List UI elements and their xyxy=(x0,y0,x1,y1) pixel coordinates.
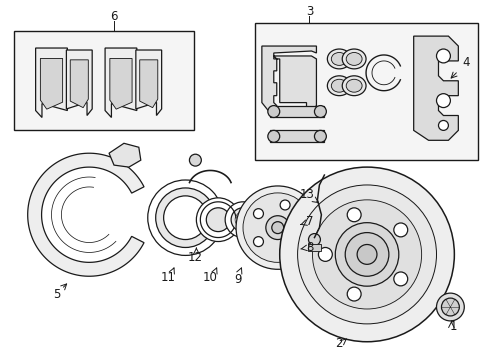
Circle shape xyxy=(290,252,304,266)
Circle shape xyxy=(441,298,458,316)
Text: 11: 11 xyxy=(161,271,176,284)
Circle shape xyxy=(147,180,223,255)
Text: 3: 3 xyxy=(305,5,312,18)
Text: 6: 6 xyxy=(110,10,118,23)
Polygon shape xyxy=(140,60,158,108)
Polygon shape xyxy=(136,50,162,116)
Text: 1: 1 xyxy=(448,320,456,333)
Polygon shape xyxy=(28,153,144,276)
Circle shape xyxy=(279,167,453,342)
Polygon shape xyxy=(413,36,457,140)
Circle shape xyxy=(335,223,398,286)
Text: 8: 8 xyxy=(305,241,312,254)
Circle shape xyxy=(253,237,263,247)
Circle shape xyxy=(438,121,447,130)
Circle shape xyxy=(345,233,388,276)
Circle shape xyxy=(318,247,332,261)
Circle shape xyxy=(163,196,207,239)
Text: 13: 13 xyxy=(300,188,314,201)
Circle shape xyxy=(193,199,207,213)
Text: 7: 7 xyxy=(305,215,313,228)
Circle shape xyxy=(296,223,306,233)
Circle shape xyxy=(196,198,240,242)
Circle shape xyxy=(253,209,263,219)
Text: 12: 12 xyxy=(187,251,203,264)
Ellipse shape xyxy=(331,53,346,66)
Circle shape xyxy=(297,185,436,324)
Circle shape xyxy=(189,154,201,166)
Circle shape xyxy=(346,208,360,222)
Ellipse shape xyxy=(326,76,350,96)
Bar xyxy=(269,130,324,142)
Ellipse shape xyxy=(342,76,366,96)
Bar xyxy=(307,243,321,251)
Polygon shape xyxy=(41,58,62,109)
Text: 2: 2 xyxy=(335,337,342,350)
Circle shape xyxy=(356,244,376,264)
Bar xyxy=(293,265,302,277)
Circle shape xyxy=(231,208,254,231)
Ellipse shape xyxy=(331,79,346,92)
Text: 10: 10 xyxy=(203,271,217,284)
Circle shape xyxy=(271,222,283,234)
Ellipse shape xyxy=(326,49,350,69)
Polygon shape xyxy=(66,50,92,116)
Circle shape xyxy=(312,200,421,309)
Text: 4: 4 xyxy=(462,57,469,69)
Circle shape xyxy=(280,200,289,210)
Circle shape xyxy=(236,186,319,269)
Circle shape xyxy=(314,130,325,142)
Polygon shape xyxy=(36,48,67,117)
Polygon shape xyxy=(70,60,88,108)
Circle shape xyxy=(393,272,407,286)
Ellipse shape xyxy=(195,202,205,209)
Circle shape xyxy=(267,130,279,142)
Polygon shape xyxy=(110,58,132,109)
Circle shape xyxy=(308,234,320,246)
Circle shape xyxy=(314,105,325,117)
Circle shape xyxy=(155,188,215,247)
Bar xyxy=(269,105,324,117)
Circle shape xyxy=(393,223,407,237)
Polygon shape xyxy=(109,143,141,167)
Circle shape xyxy=(346,287,360,301)
Ellipse shape xyxy=(346,53,361,66)
Circle shape xyxy=(224,202,260,238)
Circle shape xyxy=(436,94,449,108)
Circle shape xyxy=(206,208,230,231)
Polygon shape xyxy=(262,46,316,113)
Circle shape xyxy=(280,245,289,255)
Ellipse shape xyxy=(342,49,366,69)
Circle shape xyxy=(243,193,312,262)
Text: 5: 5 xyxy=(53,288,60,301)
Bar xyxy=(14,31,194,130)
Circle shape xyxy=(265,216,289,239)
Circle shape xyxy=(436,293,463,321)
Polygon shape xyxy=(105,48,137,117)
Bar xyxy=(254,23,477,160)
Circle shape xyxy=(267,105,279,117)
Text: 9: 9 xyxy=(234,273,241,286)
Ellipse shape xyxy=(346,79,361,92)
Circle shape xyxy=(436,49,449,63)
